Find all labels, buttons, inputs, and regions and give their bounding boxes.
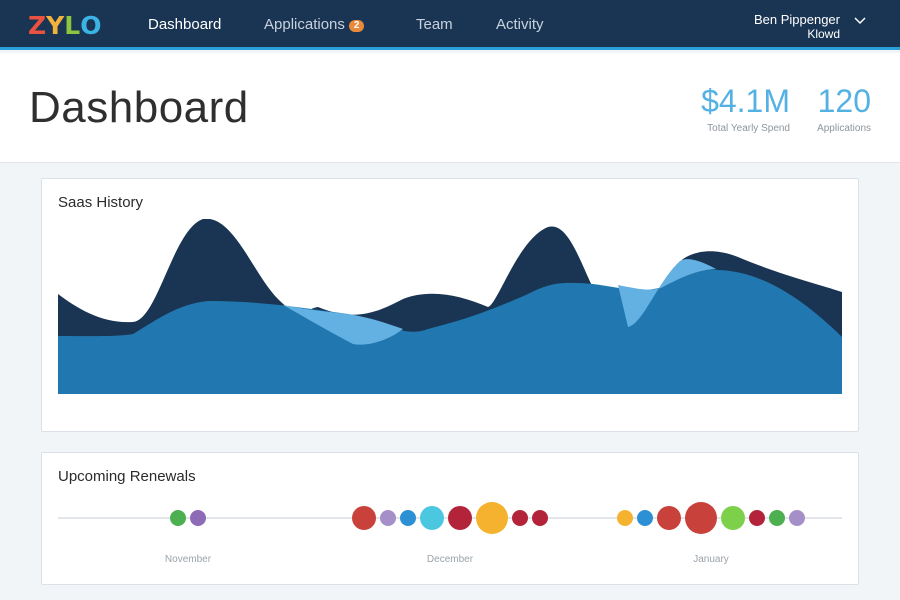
stat-total-yearly-spend: $4.1M Total Yearly Spend (701, 83, 790, 134)
month-tick-label: Feb (198, 401, 215, 411)
nav-team-label: Team (416, 16, 453, 33)
nav-applications-label: Applications (264, 16, 345, 33)
applications-count-badge: 2 (348, 20, 365, 32)
user-menu[interactable]: Ben Pippenger Klowd (754, 12, 840, 41)
renewal-month-label: December (427, 554, 474, 565)
month-tick-label: Sep (697, 401, 714, 411)
card-title: Upcoming Renewals (58, 468, 196, 485)
renewal-bubble[interactable] (657, 506, 681, 530)
stat-label: Applications (817, 123, 871, 134)
renewal-bubble[interactable] (532, 510, 548, 526)
nav-dashboard[interactable]: Dashboard (148, 16, 221, 33)
series-area-overlap (283, 259, 716, 345)
renewal-bubble[interactable] (789, 510, 805, 526)
upcoming-renewals-card: Upcoming Renewals November December Januar… (41, 452, 859, 585)
logo-letter: O (80, 11, 101, 40)
renewal-bubble[interactable] (190, 510, 206, 526)
nav-activity-label: Activity (496, 16, 544, 33)
month-tick-label: Nov (812, 401, 829, 411)
renewal-bubble[interactable] (448, 506, 472, 530)
nav-dashboard-label: Dashboard (148, 16, 222, 33)
month-tick-label: Jun (484, 401, 500, 411)
logo-letter: L (64, 11, 80, 40)
month-axis-labels: Dec Jan Feb Mar Apr May Jun Jul Aug Sep Oct Nov (64, 401, 829, 411)
nav-activity[interactable]: Activity (496, 16, 544, 33)
stat-value: $4.1M (701, 83, 790, 119)
card-title: Saas History (58, 194, 144, 211)
renewal-bubble[interactable] (352, 506, 376, 530)
month-tick-label: Aug (625, 401, 643, 411)
user-org: Klowd (807, 27, 840, 41)
month-tick-label: Mar (270, 401, 287, 411)
renewal-bubble[interactable] (420, 506, 444, 530)
page-title: Dashboard (29, 83, 249, 132)
stat-value: 120 (817, 83, 871, 119)
logo-letter: Y (46, 11, 64, 40)
renewal-bubble[interactable] (721, 506, 745, 530)
renewal-bubble[interactable] (637, 510, 653, 526)
month-tick-label: Jan (128, 401, 144, 411)
renewal-bubble[interactable] (170, 510, 186, 526)
logo-letter: Z (28, 11, 46, 40)
renewal-bubble[interactable] (617, 510, 633, 526)
chevron-down-icon[interactable] (854, 17, 866, 25)
stat-applications: 120 Applications (817, 83, 871, 134)
renewal-bubble[interactable] (400, 510, 416, 526)
renewal-bubble[interactable] (476, 502, 508, 534)
month-tick-label: May (412, 401, 430, 411)
renewal-month-label: November (165, 554, 212, 565)
renewal-bubble[interactable] (749, 510, 765, 526)
month-tick-label: Jul (556, 401, 569, 411)
renewal-bubble[interactable] (380, 510, 396, 526)
renewal-bubble[interactable] (512, 510, 528, 526)
nav-team[interactable]: Team (416, 16, 453, 33)
user-name: Ben Pippenger (753, 12, 840, 27)
saas-history-card: Saas History Dec Jan Feb Mar Apr May Jun Jul Aug… (41, 178, 859, 432)
renewal-bubble[interactable] (685, 502, 717, 534)
month-tick-label: Apr (341, 401, 357, 411)
page-header: Dashboard $4.1M Total Yearly Spend 120 A… (0, 53, 900, 163)
month-tick-label: Dec (64, 401, 81, 411)
nav-applications[interactable]: Applications 2 (264, 16, 365, 33)
renewal-month-label: January (693, 554, 729, 565)
stat-label: Total Yearly Spend (707, 123, 790, 134)
renewals-timeline[interactable]: November December January (58, 493, 842, 573)
saas-history-chart[interactable]: Dec Jan Feb Mar Apr May Jun Jul Aug Sep Oct Nov (58, 219, 842, 415)
month-tick-label: Oct (769, 401, 784, 411)
renewal-bubble[interactable] (769, 510, 785, 526)
